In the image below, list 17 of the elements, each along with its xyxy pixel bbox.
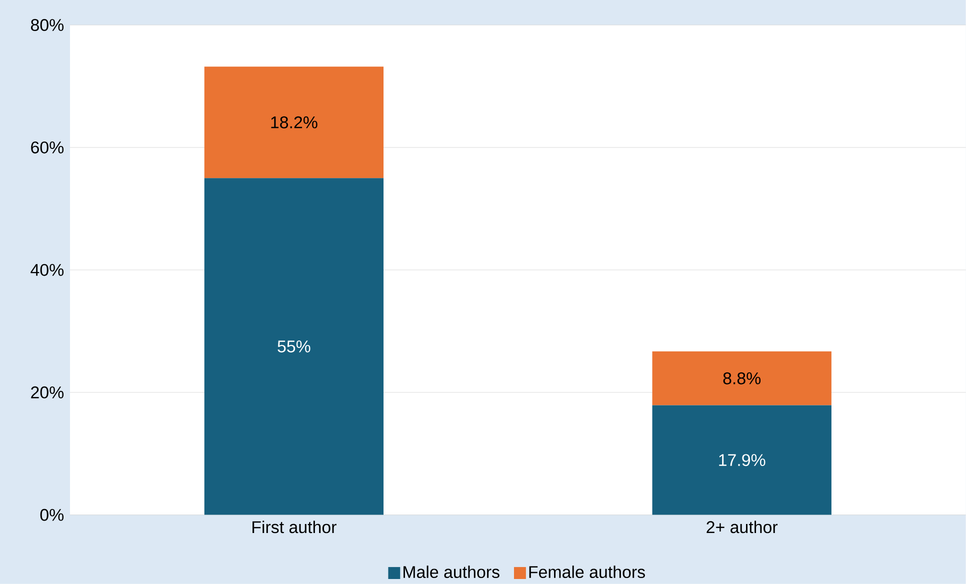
y-tick-label: 40% [30,264,64,276]
data-label: 55% [278,340,310,352]
bar [204,178,384,515]
legend-label: Female authors [529,565,645,578]
y-tick-label: 60% [31,141,64,154]
data-label: 17.9% [719,454,766,466]
legend-label: Male authors [404,565,500,578]
y-tick-label: 80% [30,18,64,31]
bar [204,66,384,178]
data-label: 18.2% [271,116,318,128]
y-tick-label: 20% [31,386,64,398]
y-tick-label: 0% [40,508,64,521]
x-tick-label: First author [252,520,336,533]
x-tick-label: 2+ author [706,520,778,533]
bar [652,405,832,515]
bar [652,351,832,406]
data-label: 8.8% [723,372,761,384]
